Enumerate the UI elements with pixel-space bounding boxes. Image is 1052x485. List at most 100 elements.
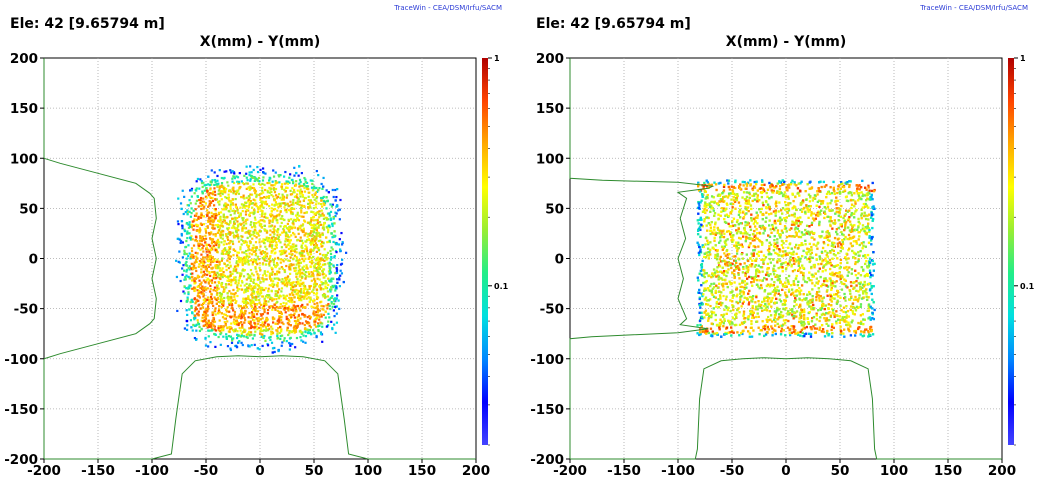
density-point	[276, 234, 279, 237]
density-point	[242, 204, 246, 207]
density-point	[202, 292, 205, 296]
density-point	[206, 214, 209, 217]
density-point	[259, 230, 263, 233]
density-point	[301, 223, 305, 226]
density-point	[194, 314, 197, 317]
density-point	[267, 195, 271, 198]
density-point	[330, 232, 333, 235]
density-point	[315, 228, 318, 231]
density-point	[228, 210, 231, 213]
density-point	[214, 193, 217, 196]
density-point	[259, 318, 262, 321]
density-point	[268, 261, 271, 264]
density-point	[271, 270, 274, 273]
density-point	[289, 189, 292, 192]
density-point	[251, 287, 255, 290]
density-point	[260, 200, 263, 203]
density-point	[241, 218, 244, 222]
density-point	[270, 250, 273, 253]
density-point	[274, 201, 278, 204]
density-point	[328, 264, 331, 267]
density-point	[261, 186, 264, 189]
density-point	[187, 286, 190, 289]
density-point	[264, 172, 267, 175]
density-point	[262, 239, 265, 243]
density-point	[232, 254, 235, 257]
density-point	[192, 209, 195, 212]
density-point	[279, 258, 283, 261]
density-point	[272, 260, 275, 264]
density-point	[278, 305, 282, 309]
density-point	[189, 301, 192, 304]
density-point	[211, 281, 214, 284]
density-point	[244, 262, 247, 265]
density-point	[280, 290, 283, 293]
density-point	[284, 224, 287, 228]
density-point	[320, 233, 323, 236]
density-point	[314, 203, 318, 206]
density-point	[294, 201, 297, 205]
density-point	[241, 209, 244, 213]
density-point	[254, 254, 257, 257]
density-point	[225, 308, 228, 311]
density-point	[287, 305, 291, 308]
density-point	[284, 296, 287, 300]
density-point	[258, 306, 261, 309]
density-point	[274, 203, 277, 206]
density-point	[276, 306, 280, 309]
density-point	[216, 286, 219, 289]
density-point	[322, 195, 325, 199]
density-point	[296, 227, 300, 230]
density-point	[305, 328, 308, 331]
y-tick-label: 50	[19, 201, 38, 217]
density-point	[263, 255, 266, 258]
density-point	[320, 332, 323, 336]
density-point	[181, 256, 184, 259]
density-point	[221, 237, 224, 240]
density-point	[258, 220, 261, 223]
density-point	[260, 203, 263, 207]
density-point	[240, 238, 243, 241]
density-point	[193, 289, 196, 293]
density-point	[289, 173, 292, 176]
density-point	[306, 251, 309, 255]
density-point	[202, 256, 205, 259]
density-point	[273, 303, 276, 306]
density-point	[291, 308, 294, 311]
density-point	[229, 213, 232, 217]
density-point	[301, 246, 304, 250]
density-point	[296, 189, 299, 192]
density-point	[221, 192, 224, 196]
density-point	[255, 246, 258, 249]
density-point	[315, 233, 318, 237]
density-point	[295, 273, 298, 276]
density-point	[284, 258, 287, 261]
density-point	[303, 313, 306, 317]
density-point	[213, 259, 216, 262]
density-point	[207, 175, 210, 178]
density-point	[185, 287, 188, 290]
density-point	[270, 284, 273, 287]
density-point	[278, 321, 281, 324]
density-point	[320, 280, 323, 284]
density-point	[219, 343, 222, 346]
density-point	[337, 299, 340, 302]
density-point	[283, 304, 287, 308]
density-point	[312, 288, 315, 291]
density-point	[322, 214, 326, 217]
density-point	[271, 318, 275, 321]
density-point	[310, 262, 313, 265]
density-point	[267, 290, 270, 293]
density-point	[219, 217, 222, 220]
density-point	[316, 297, 319, 301]
density-point	[251, 248, 254, 252]
density-point	[302, 265, 306, 268]
density-point	[249, 211, 252, 214]
density-point	[247, 320, 250, 323]
density-point	[197, 205, 200, 208]
density-point	[333, 299, 336, 302]
density-point	[195, 307, 199, 311]
density-point	[261, 219, 264, 222]
density-point	[238, 172, 241, 175]
